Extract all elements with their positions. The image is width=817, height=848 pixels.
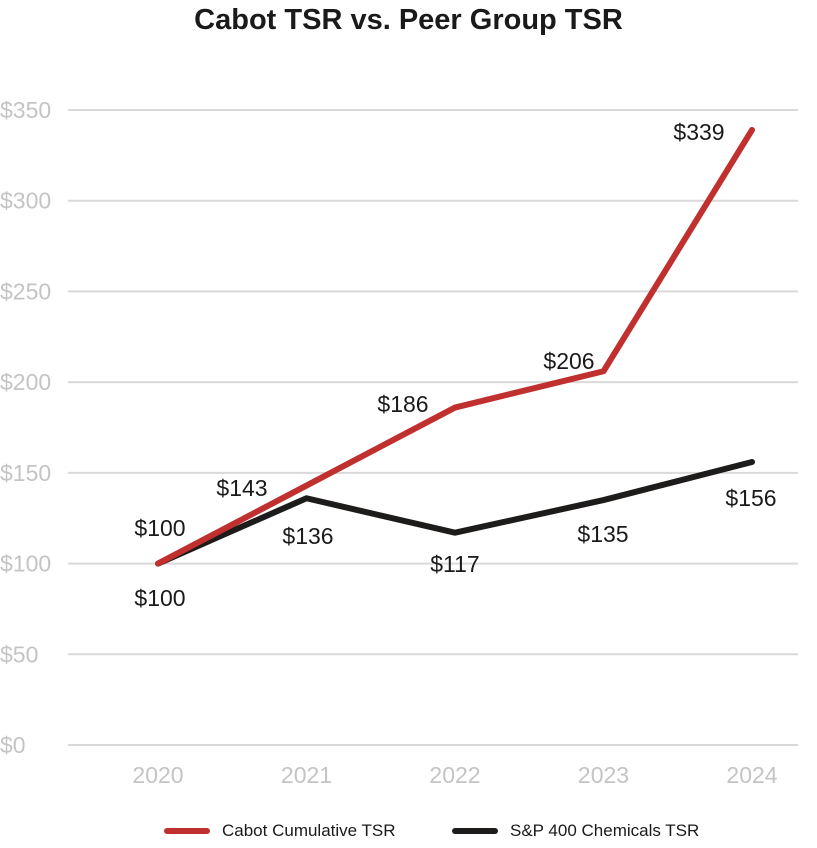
x-tick-label: 2022 [429,762,480,788]
data-label-sp400: $117 [430,551,479,577]
data-label-cabot: $206 [543,348,594,374]
data-label-sp400: $135 [577,521,628,547]
legend: Cabot Cumulative TSR S&P 400 Chemicals T… [0,816,817,846]
y-tick-label: $250 [0,278,51,304]
data-label-cabot: $186 [377,391,428,417]
legend-swatch-cabot [164,828,210,834]
series-lines [155,126,755,567]
x-tick-label: 2020 [132,762,183,788]
data-label-sp400: $156 [725,485,776,511]
y-axis-ticks: $0 $50 $100 $150 $200 $250 $300 $350 [0,97,51,758]
legend-label-cabot: Cabot Cumulative TSR [222,821,396,840]
legend-item-sp400: S&P 400 Chemicals TSR [452,816,699,846]
legend-label-sp400: S&P 400 Chemicals TSR [510,821,700,840]
x-axis-ticks: 2020 2021 2022 2023 2024 [132,762,777,788]
data-label-cabot: $143 [216,475,267,501]
legend-item-cabot: Cabot Cumulative TSR [164,816,396,846]
x-tick-label: 2021 [281,762,332,788]
data-label-sp400: $100 [134,585,185,611]
x-tick-label: 2024 [726,762,777,788]
x-tick-label: 2023 [578,762,629,788]
data-label-cabot: $339 [673,119,724,145]
y-tick-label: $150 [0,460,51,486]
gridlines [68,109,798,746]
series-line-cabot [155,126,755,567]
y-tick-label: $350 [0,97,51,123]
y-tick-label: $100 [0,551,51,577]
data-label-cabot: $100 [134,515,185,541]
data-labels: $100 $143 $186 $206 $339 $100 $136 $117 $135 $156 [134,119,776,611]
y-tick-label: $300 [0,188,51,214]
legend-swatch-sp400 [452,828,498,834]
series-line-sp400 [155,458,755,567]
line-chart: $0$50$100$150$200$250$300$350 2020 2021 20… [0,97,798,788]
y-tick-label: $0 [0,732,26,758]
y-tick-label: $50 [0,641,38,667]
data-label-sp400: $136 [282,523,333,549]
chart-title: Cabot TSR vs. Peer Group TSR [194,4,623,36]
y-tick-label: $200 [0,369,51,395]
